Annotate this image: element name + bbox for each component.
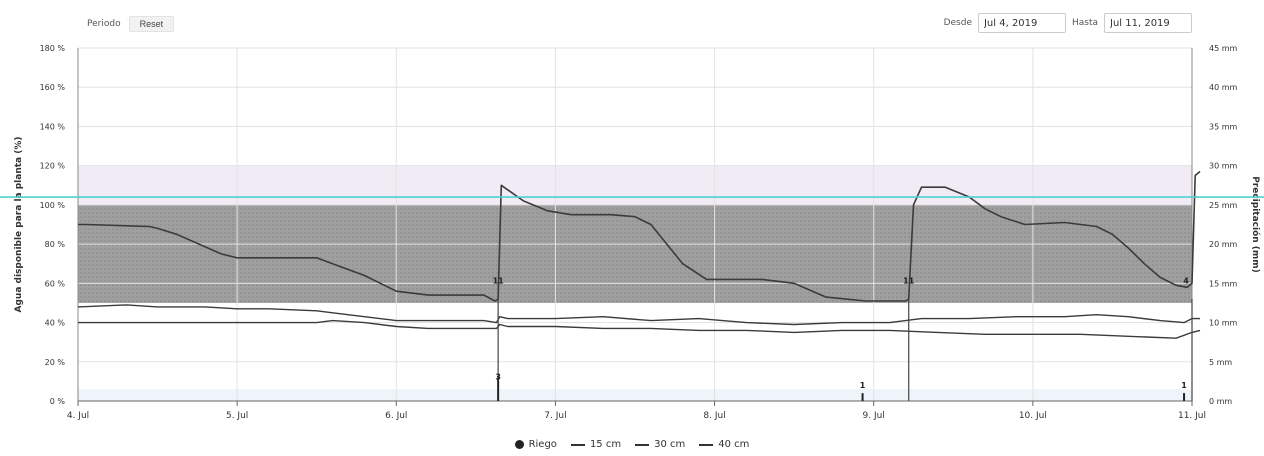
y-tick-label: 100 % xyxy=(40,201,66,210)
legend-30cm-marker xyxy=(635,443,650,446)
reset-button[interactable]: Reset xyxy=(128,16,175,32)
series-line-40cm xyxy=(78,319,1201,339)
x-tick-label: 6. Jul xyxy=(385,411,407,421)
riego-value-label: 3 xyxy=(495,372,501,381)
y-tick-label: 20 % xyxy=(45,358,66,367)
y-tick-label: 180 % xyxy=(40,44,66,53)
irrigation-marker-label: 4 xyxy=(1183,276,1189,285)
y2-axis-title: Precipitación (mm) xyxy=(1250,176,1261,273)
y-tick-label: 40 % xyxy=(45,319,66,328)
x-tick-label: 9. Jul xyxy=(863,411,885,421)
period-label: Periodo xyxy=(87,19,121,29)
y-tick-label: 160 % xyxy=(40,83,66,92)
series-line-15cm xyxy=(78,170,1201,302)
y2-tick-label: 30 mm xyxy=(1209,162,1238,171)
legend-item-40cm[interactable]: 40 cm xyxy=(699,439,749,450)
legend-item-30cm[interactable]: 30 cm xyxy=(635,439,685,450)
y2-tick-label: 25 mm xyxy=(1209,201,1238,210)
band-optimal xyxy=(78,204,1192,303)
y2-tick-label: 45 mm xyxy=(1209,44,1238,53)
irrigation-marker-label: 11 xyxy=(903,276,915,285)
from-label: Desde xyxy=(943,18,972,28)
y2-tick-label: 10 mm xyxy=(1209,319,1238,328)
legend-40cm-marker xyxy=(699,443,714,446)
band-low xyxy=(78,389,1192,401)
band-saturation xyxy=(78,165,1192,205)
legend-item-15cm[interactable]: 15 cm xyxy=(570,439,622,450)
y2-tick-label: 5 mm xyxy=(1209,358,1232,367)
riego-value-label: 1 xyxy=(860,381,866,390)
legend-item-riego[interactable]: Riego xyxy=(514,439,557,450)
y2-tick-label: 40 mm xyxy=(1209,83,1238,92)
y-tick-label: 120 % xyxy=(40,162,66,171)
legend-riego-label: Riego xyxy=(528,439,557,450)
y2-tick-label: 0 mm xyxy=(1209,397,1232,406)
y-axis-title: Agua disponible para la planta (%) xyxy=(14,136,24,312)
y2-tick-label: 20 mm xyxy=(1209,240,1238,249)
series-line-30cm xyxy=(77,304,1200,326)
legend-riego-marker xyxy=(514,440,524,449)
chart-legend: Riego 15 cm 30 cm 40 cm xyxy=(0,439,1264,450)
date-range: Desde Hasta xyxy=(944,12,1192,34)
to-date-input[interactable] xyxy=(1104,13,1192,33)
soil-moisture-chart: 0 % 20 % 40 % 60 % 80 % 100 % 120 % 140 % 160 % 1… xyxy=(0,44,1264,421)
period-selector: Periodo Reset xyxy=(87,14,175,34)
irrigation-marker-label: 11 xyxy=(493,276,505,285)
y-tick-label: 80 % xyxy=(45,240,66,249)
to-label: Hasta xyxy=(1071,18,1098,28)
x-tick-label: 4. Jul xyxy=(67,411,89,421)
riego-value-label: 1 xyxy=(1181,381,1187,390)
x-tick-label: 8. Jul xyxy=(703,411,725,421)
y-tick-label: 140 % xyxy=(40,122,66,131)
y-tick-label: 60 % xyxy=(45,279,66,288)
legend-15cm-marker xyxy=(570,443,585,446)
x-tick-label: 10. Jul xyxy=(1019,411,1047,421)
x-tick-label: 5. Jul xyxy=(226,411,248,421)
x-tick-label: 11. Jul xyxy=(1178,411,1206,421)
y-tick-label: 0 % xyxy=(50,397,66,406)
y2-tick-label: 35 mm xyxy=(1209,122,1238,131)
legend-15cm-label: 15 cm xyxy=(589,439,622,450)
x-tick-label: 7. Jul xyxy=(544,411,566,421)
legend-30cm-label: 30 cm xyxy=(654,439,686,450)
legend-40cm-label: 40 cm xyxy=(718,439,750,450)
from-date-input[interactable] xyxy=(977,13,1066,33)
y2-tick-label: 15 mm xyxy=(1209,279,1238,288)
